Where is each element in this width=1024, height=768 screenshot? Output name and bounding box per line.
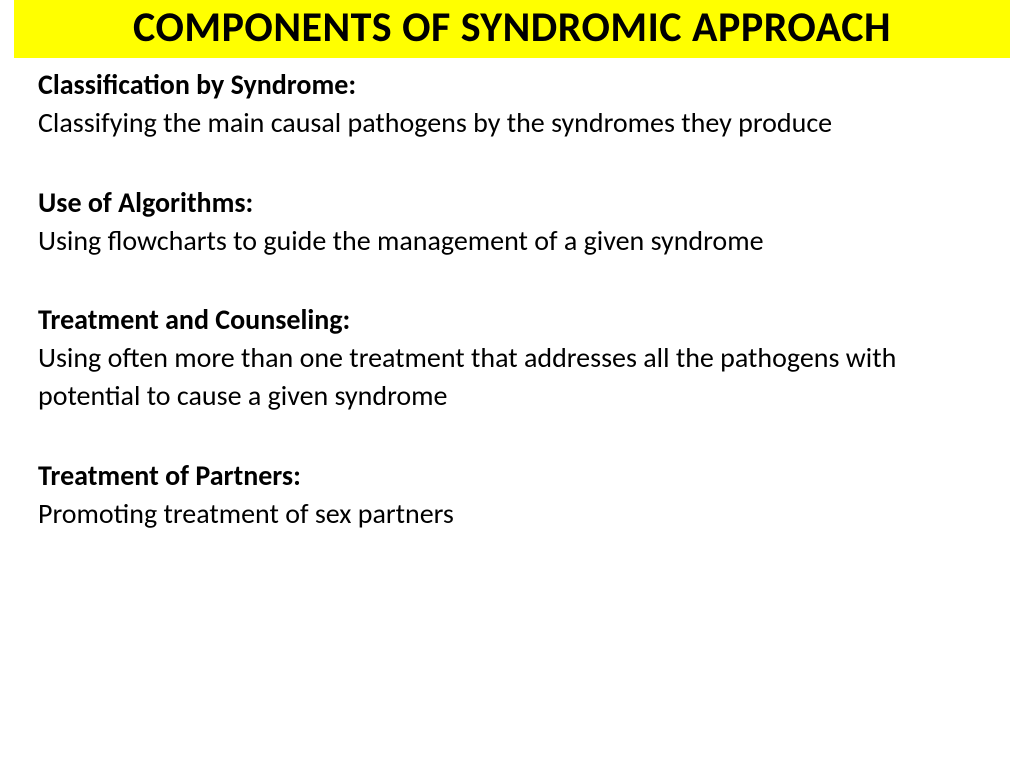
slide-content: Classification by Syndrome: Classifying … — [0, 58, 1024, 532]
section-body: Using flowcharts to guide the management… — [38, 222, 986, 260]
section-classification: Classification by Syndrome: Classifying … — [38, 66, 986, 142]
title-bar: COMPONENTS OF SYNDROMIC APPROACH — [14, 0, 1010, 58]
section-body: Using often more than one treatment that… — [38, 339, 986, 415]
slide-title: COMPONENTS OF SYNDROMIC APPROACH — [14, 4, 1010, 52]
section-algorithms: Use of Algorithms: Using flowcharts to g… — [38, 184, 986, 260]
section-treatment-counseling: Treatment and Counseling: Using often mo… — [38, 301, 986, 414]
section-body: Classifying the main causal pathogens by… — [38, 104, 986, 142]
section-body: Promoting treatment of sex partners — [38, 495, 986, 533]
section-heading: Use of Algorithms: — [38, 184, 986, 222]
section-treatment-partners: Treatment of Partners: Promoting treatme… — [38, 457, 986, 533]
section-heading: Treatment and Counseling: — [38, 301, 986, 339]
section-heading: Treatment of Partners: — [38, 457, 986, 495]
section-heading: Classification by Syndrome: — [38, 66, 986, 104]
